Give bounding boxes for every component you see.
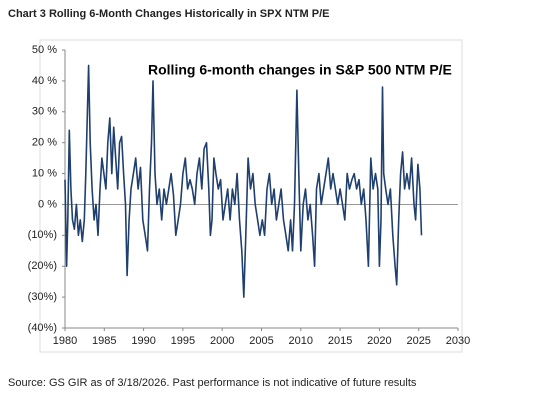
x-tick-label: 2030 — [446, 335, 470, 347]
y-tick-label: 50 % — [32, 44, 57, 56]
x-tick-label: 2005 — [249, 335, 273, 347]
y-tick-label: 40 % — [32, 75, 57, 87]
x-tick-label: 2020 — [367, 335, 391, 347]
x-tick-label: 2025 — [406, 335, 430, 347]
x-tick-label: 2000 — [210, 335, 234, 347]
chart-frame — [39, 39, 463, 353]
x-tick-label: 2015 — [328, 335, 352, 347]
x-tick-label: 1990 — [131, 335, 155, 347]
x-tick-label: 1985 — [92, 335, 116, 347]
y-tick-label: 30 % — [32, 106, 57, 118]
y-tick-label: 20 % — [32, 137, 57, 149]
y-tick-label: (20%) — [28, 260, 57, 272]
x-tick-label: 1980 — [53, 335, 77, 347]
x-tick-label: 2010 — [289, 335, 313, 347]
y-tick-label: (30%) — [28, 291, 57, 303]
chart-title: Rolling 6-month changes in S&P 500 NTM P… — [148, 62, 452, 78]
source-note: Source: GS GIR as of 3/18/2026. Past per… — [8, 377, 417, 389]
page-title: Chart 3 Rolling 6-Month Changes Historic… — [8, 8, 329, 20]
y-tick-label: 10 % — [32, 167, 57, 179]
y-tick-label: (40%) — [28, 322, 57, 334]
y-tick-label: 0 % — [38, 198, 57, 210]
data-line — [64, 64, 423, 298]
y-tick-label: (10%) — [28, 229, 57, 241]
x-tick-label: 1995 — [171, 335, 195, 347]
